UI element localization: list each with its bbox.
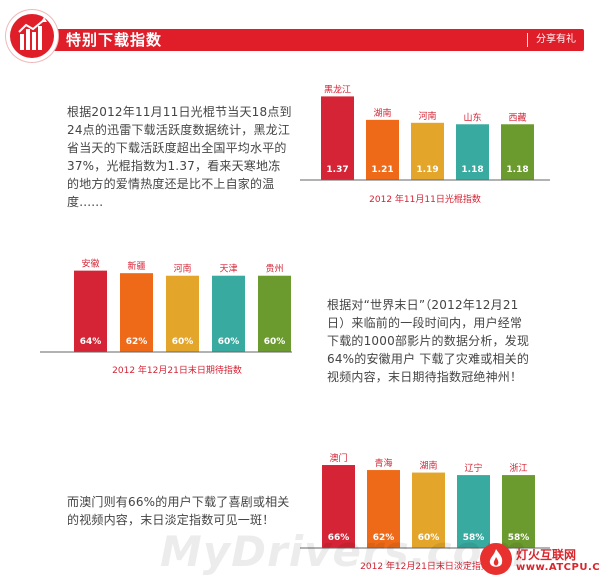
chart-svg: 澳门 66% 青海 62% 湖南 60% 辽宁 58% 浙江 58% 2012 年12月21日末日淡… <box>300 452 550 572</box>
value-label: 1.37 <box>326 165 348 175</box>
bar-2 <box>120 273 153 352</box>
bar-3 <box>412 472 445 548</box>
bar-1 <box>74 270 107 352</box>
value-label: 62% <box>126 337 148 347</box>
bar-3 <box>166 275 199 352</box>
value-label: 60% <box>264 337 286 347</box>
value-label: 1.18 <box>461 165 483 175</box>
header-badge <box>6 10 58 62</box>
site-name: 灯火互联网 <box>516 548 577 562</box>
value-label: 64% <box>80 337 102 347</box>
value-label: 1.18 <box>506 165 528 175</box>
category-label: 辽宁 <box>464 462 482 474</box>
intro-paragraph-doomsday: 根据对“世界末日”（2012年12月21日）来临前的一段时间内，用户经常下载的1… <box>327 298 530 384</box>
header-bar <box>28 29 584 51</box>
chart-caption: 2012 年12月21日末日期待指数 <box>112 364 242 376</box>
intro-paragraph-calm-index: 而澳门则有66%的用户下载了喜剧或相关的视频内容，末日淡定指数可见一斑！ <box>67 495 290 527</box>
bar-3 <box>411 122 444 180</box>
category-label: 湖南 <box>419 460 437 472</box>
chart-caption: 2012 年11月11日光棍指数 <box>369 193 481 205</box>
value-label: 60% <box>418 533 440 543</box>
share-gift-link[interactable]: 分享有礼 <box>536 34 576 45</box>
category-label: 新疆 <box>127 260 145 272</box>
category-label: 湖南 <box>373 107 391 119</box>
value-label: 1.21 <box>371 165 393 175</box>
fire-icon <box>480 543 512 575</box>
bar-5 <box>501 124 534 180</box>
value-label: 58% <box>508 533 530 543</box>
doomsday-expectation-chart: 安徽 64% 新疆 62% 河南 60% 天津 60% 贵州 60% 2012 年12月21日末日期… <box>40 245 340 380</box>
doomsday-calm-chart: 澳门 66% 青海 62% 湖南 60% 辽宁 58% 浙江 58% 2012 年12月21日末日淡… <box>300 435 600 575</box>
value-label: 62% <box>373 533 395 543</box>
category-label: 西藏 <box>508 111 526 123</box>
category-label: 贵州 <box>265 263 283 275</box>
chart-svg: 黑龙江 1.37 湖南 1.21 河南 1.19 山东 1.18 西藏 1.18 2012 年11月… <box>300 83 550 205</box>
category-label: 河南 <box>173 263 191 275</box>
category-label: 青海 <box>374 457 392 469</box>
bar-4 <box>457 475 490 548</box>
category-label: 浙江 <box>509 462 527 474</box>
intro-paragraph-singles-day: 根据2012年11月11日光棍节当天18点到24点的迅雷下载活跃度数据统计，黑龙… <box>67 105 292 209</box>
header-divider <box>527 33 528 47</box>
site-logo: 灯火互联网 www.ATCPU.COM <box>476 540 600 587</box>
value-label: 58% <box>463 533 485 543</box>
watermark: MyDrivers.com <box>160 527 528 576</box>
category-label: 黑龙江 <box>324 83 351 95</box>
bar-1 <box>322 465 355 548</box>
bar-2 <box>366 119 399 180</box>
bar-5 <box>502 475 535 548</box>
value-label: 66% <box>328 533 350 543</box>
chart-svg: 安徽 64% 新疆 62% 河南 60% 天津 60% 贵州 60% 2012 年12月21日末日期… <box>40 258 292 376</box>
category-label: 安徽 <box>81 258 99 270</box>
category-label: 澳门 <box>329 452 347 464</box>
category-label: 天津 <box>219 264 237 275</box>
bar-2 <box>367 470 400 548</box>
page-title: 特别下载指数 <box>66 31 163 49</box>
category-label: 山东 <box>463 111 481 123</box>
header-banner: 特别下载指数 分享有礼 <box>0 0 600 80</box>
bar-chart-icon <box>18 17 47 50</box>
singles-day-index-chart: 黑龙江 1.37 湖南 1.21 河南 1.19 山东 1.18 西藏 1.18 2012 年11月… <box>300 80 600 208</box>
bar-4 <box>456 124 489 180</box>
bar-5 <box>258 275 291 352</box>
chart-caption: 2012 年12月21日末日淡定指数 <box>360 560 490 572</box>
bar-1 <box>321 96 354 180</box>
value-label: 1.19 <box>416 165 438 175</box>
site-url: www.ATCPU.COM <box>516 562 600 573</box>
value-label: 60% <box>218 337 240 347</box>
value-label: 60% <box>172 337 194 347</box>
category-label: 河南 <box>418 110 436 122</box>
bar-4 <box>212 275 245 352</box>
